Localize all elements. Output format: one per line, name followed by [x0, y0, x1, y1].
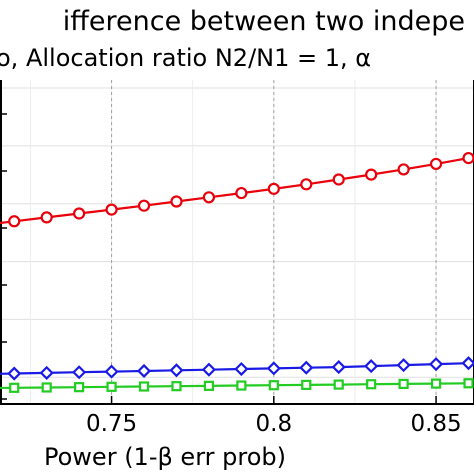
- data-point-circle: [332, 173, 345, 186]
- data-point-diamond: [201, 362, 216, 377]
- data-point-square: [430, 378, 442, 389]
- data-point-diamond: [7, 366, 22, 381]
- data-point-diamond: [104, 364, 119, 379]
- data-point-square: [41, 382, 52, 393]
- data-point-circle: [365, 168, 378, 181]
- data-point-circle: [397, 163, 410, 176]
- data-point-circle: [235, 186, 248, 200]
- data-point-circle: [300, 178, 313, 191]
- data-point-circle: [73, 207, 86, 220]
- x-tick-label: 0.75: [86, 411, 137, 437]
- data-point-circle: [105, 203, 118, 216]
- x-axis-ticks: 0.75 0.8 0.85: [86, 396, 462, 437]
- data-point-diamond: [136, 363, 152, 379]
- data-point-circle: [8, 215, 21, 228]
- data-point-diamond: [364, 359, 379, 374]
- chart-subtitle: o, Allocation ratio N2/N1 = 1, α: [0, 44, 371, 72]
- data-point-circle: [267, 182, 280, 195]
- data-point-diamond: [72, 365, 87, 380]
- x-tick-label: 0.85: [410, 411, 461, 437]
- data-point-square: [236, 380, 247, 391]
- x-axis-label: Power (1-β err prob): [44, 443, 286, 471]
- data-point-square: [333, 379, 344, 390]
- data-point-circle: [170, 195, 183, 208]
- data-point-square: [366, 379, 377, 390]
- data-point-square: [268, 380, 279, 391]
- data-point-diamond: [461, 356, 474, 371]
- data-point-square: [9, 382, 20, 393]
- data-point-square: [138, 381, 150, 392]
- data-point-square: [301, 379, 312, 390]
- data-point-square: [74, 382, 85, 393]
- data-point-diamond: [169, 363, 184, 378]
- data-point-square: [203, 380, 215, 391]
- data-point-diamond: [299, 360, 314, 375]
- data-point-diamond: [39, 365, 54, 380]
- data-point-circle: [202, 191, 216, 204]
- data-point-circle: [137, 199, 151, 212]
- data-point-diamond: [234, 361, 249, 377]
- data-point-diamond: [429, 357, 444, 372]
- data-point-circle: [462, 151, 474, 165]
- data-point-diamond: [396, 358, 411, 373]
- plot-background: [0, 80, 474, 404]
- data-point-circle: [429, 157, 443, 171]
- data-point-diamond: [266, 361, 281, 376]
- data-point-square: [398, 378, 409, 390]
- data-point-square: [171, 381, 182, 392]
- plot-area: [0, 80, 474, 405]
- chart-title: ifference between two indepe: [63, 6, 465, 37]
- data-point-circle: [40, 211, 53, 224]
- data-point-diamond: [331, 360, 346, 375]
- data-point-square: [106, 381, 117, 392]
- data-point-square: [463, 378, 474, 389]
- x-tick-label: 0.8: [256, 411, 293, 437]
